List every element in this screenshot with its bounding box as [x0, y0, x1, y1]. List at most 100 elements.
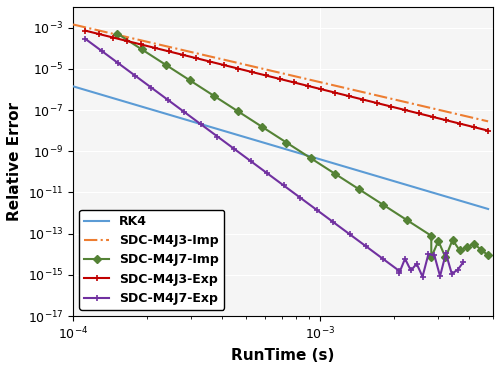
Line: SDC-M4J7-Exp: SDC-M4J7-Exp — [82, 36, 467, 280]
SDC-M4J3-Exp — [290, 80, 296, 85]
SDC-M4J7-Imp — [187, 78, 193, 83]
RK4 — [70, 84, 76, 88]
SDC-M4J7-Imp — [428, 233, 434, 238]
SDC-M4J7-Exp — [460, 260, 466, 264]
SDC-M4J7-Imp — [332, 171, 338, 176]
Y-axis label: Relative Error: Relative Error — [7, 102, 22, 221]
SDC-M4J7-Exp — [231, 147, 237, 151]
SDC-M4J3-Exp — [138, 42, 144, 47]
SDC-M4J7-Exp — [198, 122, 204, 127]
SDC-M4J3-Exp — [430, 115, 436, 119]
SDC-M4J7-Imp — [114, 31, 120, 36]
SDC-M4J7-Exp — [396, 271, 402, 275]
SDC-M4J7-Imp — [436, 239, 442, 243]
SDC-M4J3-Exp — [458, 121, 464, 126]
SDC-M4J3-Exp — [318, 87, 324, 91]
SDC-M4J3-Exp — [402, 108, 408, 112]
SDC-M4J7-Imp — [456, 248, 462, 253]
RK4 — [210, 126, 216, 130]
SDC-M4J7-Imp — [211, 94, 217, 98]
SDC-M4J7-Imp — [284, 140, 290, 145]
SDC-M4J7-Exp — [314, 208, 320, 212]
SDC-M4J3-Exp — [332, 91, 338, 95]
SDC-M4J7-Exp — [82, 37, 88, 41]
SDC-M4J3-Exp — [360, 97, 366, 102]
RK4 — [330, 161, 336, 165]
SDC-M4J7-Imp — [442, 255, 448, 260]
SDC-M4J7-Imp — [404, 218, 410, 222]
SDC-M4J7-Exp — [280, 183, 286, 188]
SDC-M4J7-Exp — [264, 171, 270, 175]
SDC-M4J7-Exp — [346, 232, 352, 236]
SDC-M4J7-Imp — [138, 47, 144, 51]
SDC-M4J3-Exp — [124, 39, 130, 43]
SDC-M4J7-Exp — [214, 134, 220, 139]
SDC-M4J3-Exp — [277, 77, 283, 81]
SDC-M4J7-Exp — [116, 61, 121, 65]
SDC-M4J3-Imp — [70, 22, 76, 27]
SDC-M4J3-Imp — [330, 83, 336, 87]
SDC-M4J3-Exp — [82, 28, 88, 33]
SDC-M4J7-Exp — [363, 244, 369, 249]
SDC-M4J3-Exp — [235, 66, 241, 71]
Line: SDC-M4J3-Exp: SDC-M4J3-Exp — [82, 27, 492, 134]
SDC-M4J7-Exp — [454, 268, 460, 272]
SDC-M4J3-Exp — [388, 104, 394, 109]
SDC-M4J7-Exp — [132, 73, 138, 78]
Line: SDC-M4J3-Imp: SDC-M4J3-Imp — [73, 24, 488, 121]
SDC-M4J7-Exp — [165, 98, 171, 102]
SDC-M4J7-Imp — [471, 241, 477, 246]
SDC-M4J7-Exp — [248, 159, 254, 163]
SDC-M4J3-Imp — [176, 47, 182, 51]
SDC-M4J3-Exp — [374, 101, 380, 105]
SDC-M4J7-Exp — [448, 271, 454, 276]
SDC-M4J7-Exp — [426, 252, 432, 256]
SDC-M4J7-Exp — [420, 275, 426, 279]
SDC-M4J3-Exp — [180, 53, 186, 57]
Line: SDC-M4J7-Imp: SDC-M4J7-Imp — [114, 31, 491, 260]
SDC-M4J7-Exp — [437, 274, 443, 278]
SDC-M4J7-Exp — [402, 256, 408, 261]
SDC-M4J3-Exp — [263, 73, 269, 78]
SDC-M4J3-Imp — [140, 39, 146, 43]
SDC-M4J7-Imp — [485, 253, 491, 258]
RK4 — [204, 124, 210, 128]
RK4 — [190, 120, 196, 124]
SDC-M4J3-Exp — [166, 49, 172, 54]
SDC-M4J3-Imp — [210, 55, 216, 60]
SDC-M4J3-Exp — [485, 128, 491, 133]
SDC-M4J7-Imp — [478, 248, 484, 252]
RK4 — [176, 115, 182, 120]
SDC-M4J7-Imp — [163, 63, 169, 67]
SDC-M4J3-Exp — [416, 111, 422, 115]
SDC-M4J7-Exp — [297, 195, 303, 200]
SDC-M4J7-Exp — [414, 262, 420, 266]
RK4 — [485, 207, 491, 211]
SDC-M4J7-Exp — [182, 110, 188, 114]
RK4 — [140, 105, 146, 109]
SDC-M4J3-Exp — [110, 35, 116, 40]
SDC-M4J7-Exp — [396, 269, 402, 273]
SDC-M4J7-Exp — [431, 252, 437, 257]
SDC-M4J3-Exp — [222, 63, 228, 67]
Line: RK4: RK4 — [73, 86, 488, 209]
SDC-M4J7-Exp — [443, 251, 449, 256]
SDC-M4J7-Imp — [260, 125, 266, 129]
SDC-M4J3-Imp — [204, 53, 210, 58]
SDC-M4J3-Exp — [152, 46, 158, 50]
Legend: RK4, SDC-M4J3-Imp, SDC-M4J7-Imp, SDC-M4J3-Exp, SDC-M4J7-Exp: RK4, SDC-M4J3-Imp, SDC-M4J7-Imp, SDC-M4J… — [80, 210, 224, 310]
SDC-M4J7-Imp — [428, 255, 434, 259]
SDC-M4J3-Exp — [96, 32, 102, 36]
SDC-M4J7-Exp — [148, 85, 154, 90]
SDC-M4J7-Imp — [450, 238, 456, 242]
SDC-M4J3-Exp — [304, 84, 310, 88]
SDC-M4J3-Exp — [346, 94, 352, 98]
SDC-M4J7-Exp — [380, 256, 386, 261]
SDC-M4J3-Imp — [190, 50, 196, 55]
SDC-M4J7-Imp — [464, 245, 470, 250]
SDC-M4J3-Exp — [249, 70, 255, 74]
SDC-M4J3-Exp — [444, 118, 450, 122]
SDC-M4J3-Exp — [471, 125, 477, 130]
SDC-M4J3-Exp — [194, 56, 200, 60]
SDC-M4J7-Imp — [356, 187, 362, 191]
